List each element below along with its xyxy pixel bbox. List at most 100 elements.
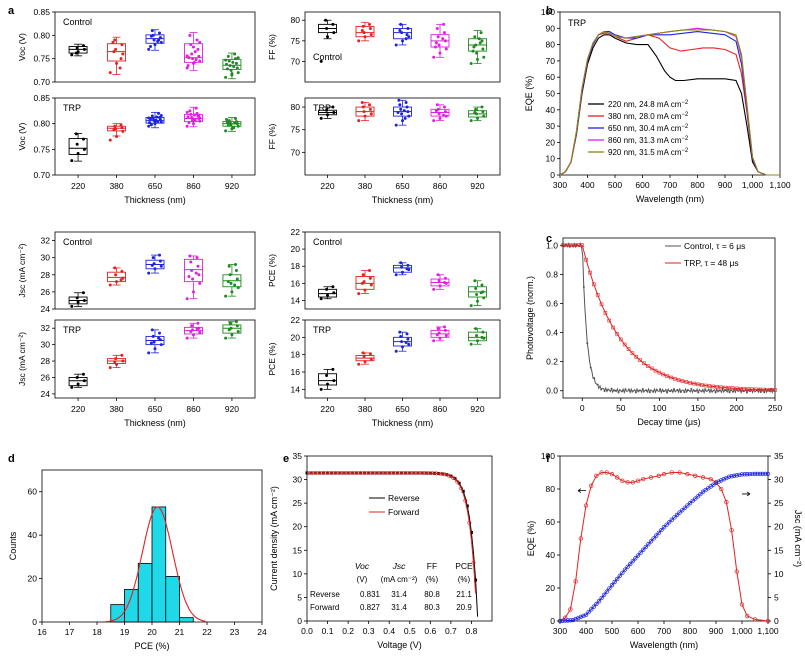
data-point xyxy=(120,43,124,47)
eqe-marker xyxy=(677,470,682,475)
data-point xyxy=(443,325,446,329)
data-point xyxy=(159,343,163,347)
y-tick-label: 0 xyxy=(32,617,37,627)
data-marker xyxy=(655,388,658,391)
eqe-marker xyxy=(635,478,641,483)
data-marker xyxy=(726,386,731,390)
x-tick-label: 250 xyxy=(768,403,782,413)
data-point xyxy=(76,300,80,304)
box-650 xyxy=(393,22,412,47)
table-row-name: Forward xyxy=(310,603,339,612)
table-unit: (mA cm⁻²) xyxy=(381,575,418,584)
data-point xyxy=(360,281,364,285)
legend-label: Forward xyxy=(388,507,419,517)
x-axis-label: PCE (%) xyxy=(134,641,169,651)
data-point xyxy=(435,333,439,337)
y-tick-label: 26 xyxy=(41,372,51,382)
data-marker xyxy=(453,477,457,481)
data-marker xyxy=(610,387,613,390)
data-point xyxy=(225,62,229,66)
data-point xyxy=(153,347,157,351)
y-tick-label: 25 xyxy=(293,498,303,508)
data-marker xyxy=(714,391,717,394)
jsc-marker xyxy=(726,474,732,479)
data-point xyxy=(331,105,335,109)
data-point xyxy=(191,333,195,337)
x-tick-label: 920 xyxy=(470,181,484,191)
x-tick-label: 860 xyxy=(186,404,200,414)
jsc-marker xyxy=(643,544,648,550)
box-220 xyxy=(68,291,88,308)
data-point xyxy=(194,106,198,110)
data-marker xyxy=(699,383,704,387)
x-tick-label: 1,100 xyxy=(769,180,791,190)
y-axis-label: EQE (%) xyxy=(524,76,534,112)
data-point xyxy=(437,279,441,283)
jsc-marker xyxy=(713,480,719,486)
data-point xyxy=(191,119,195,123)
data-point xyxy=(190,324,194,328)
data-marker xyxy=(688,381,693,385)
data-point xyxy=(407,342,411,346)
data-point xyxy=(82,47,86,51)
eqe-marker xyxy=(708,476,713,482)
data-marker xyxy=(711,390,714,393)
y-tick-label: 20 xyxy=(28,574,38,584)
y-axis-label: Voc (V) xyxy=(17,122,27,150)
data-point xyxy=(108,283,112,287)
data-point xyxy=(434,45,437,49)
jsc-marker xyxy=(667,520,672,525)
plot-frame xyxy=(54,231,256,310)
data-point xyxy=(153,122,157,126)
jsc-marker xyxy=(583,612,589,618)
data-point xyxy=(442,113,446,117)
data-point xyxy=(235,324,239,328)
data-point xyxy=(70,159,74,163)
y-tick-label: 90 xyxy=(546,23,556,33)
data-point xyxy=(191,290,195,294)
data-marker xyxy=(761,387,766,392)
data-point xyxy=(363,114,367,118)
data-point xyxy=(363,288,367,292)
jsc-marker xyxy=(690,498,695,504)
data-marker xyxy=(409,471,414,475)
data-marker xyxy=(690,388,693,391)
data-point xyxy=(444,334,448,338)
data-point xyxy=(407,35,411,39)
eqe-marker xyxy=(729,528,734,533)
data-point xyxy=(398,103,402,107)
data-point xyxy=(153,267,157,271)
eqe-marker xyxy=(752,617,758,622)
data-point xyxy=(234,263,238,267)
y-tick-label: 0.75 xyxy=(33,144,50,154)
x-tick-label: 900 xyxy=(718,180,732,190)
table-cell: 80.8 xyxy=(424,590,440,599)
data-point xyxy=(401,345,404,349)
data-marker xyxy=(565,243,569,248)
x-tick-label: 23 xyxy=(230,627,240,637)
eqe-marker xyxy=(734,569,739,574)
data-point xyxy=(368,22,371,26)
data-point xyxy=(226,123,230,127)
legend-label: TRP, τ = 48 μs xyxy=(684,258,739,268)
x-tick-label: 0.3 xyxy=(363,626,375,636)
x-tick-label: 400 xyxy=(579,626,593,636)
data-point xyxy=(108,138,112,142)
x-tick-label: 0.8 xyxy=(466,626,478,636)
x-tick-label: 220 xyxy=(320,404,334,414)
panel-letter-d: d xyxy=(8,453,15,465)
eqe-marker xyxy=(599,470,604,475)
data-point xyxy=(443,31,446,35)
y2-tick-label: 10 xyxy=(774,569,784,579)
x-axis-label: Thickness (nm) xyxy=(124,195,186,205)
data-point xyxy=(471,49,475,53)
data-point xyxy=(198,119,202,123)
data-point xyxy=(194,58,198,62)
data-marker xyxy=(692,381,696,386)
data-marker xyxy=(757,387,762,392)
y-tick-label: 40 xyxy=(28,530,38,540)
data-point xyxy=(191,45,195,49)
x-tick-label: 20 xyxy=(147,627,157,637)
eqe-marker xyxy=(656,473,661,478)
y-tick-label: 100 xyxy=(541,451,555,461)
